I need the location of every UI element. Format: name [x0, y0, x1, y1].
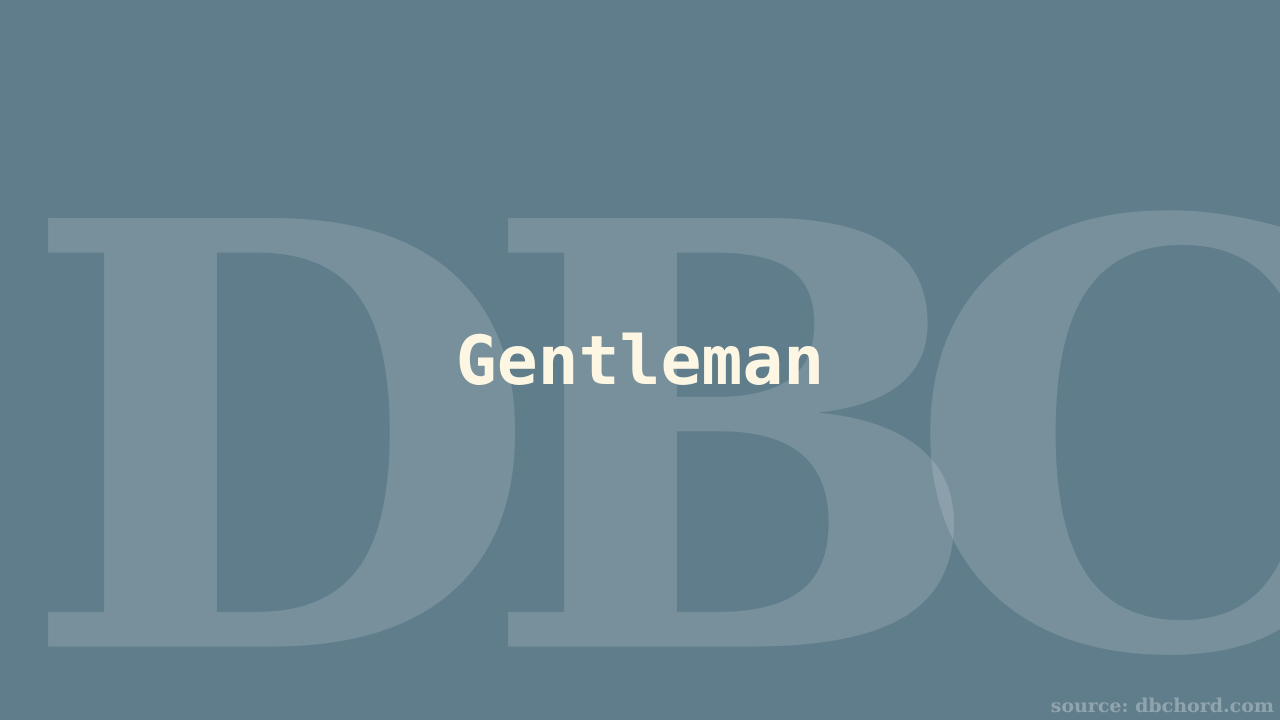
watermark-letter-d: D — [20, 94, 541, 720]
source-credit: source: dbchord.com — [1050, 695, 1274, 717]
watermark-letter-c: C — [905, 138, 1280, 720]
watermark-letter-b: B — [480, 94, 988, 720]
song-title: Gentleman — [455, 322, 825, 401]
